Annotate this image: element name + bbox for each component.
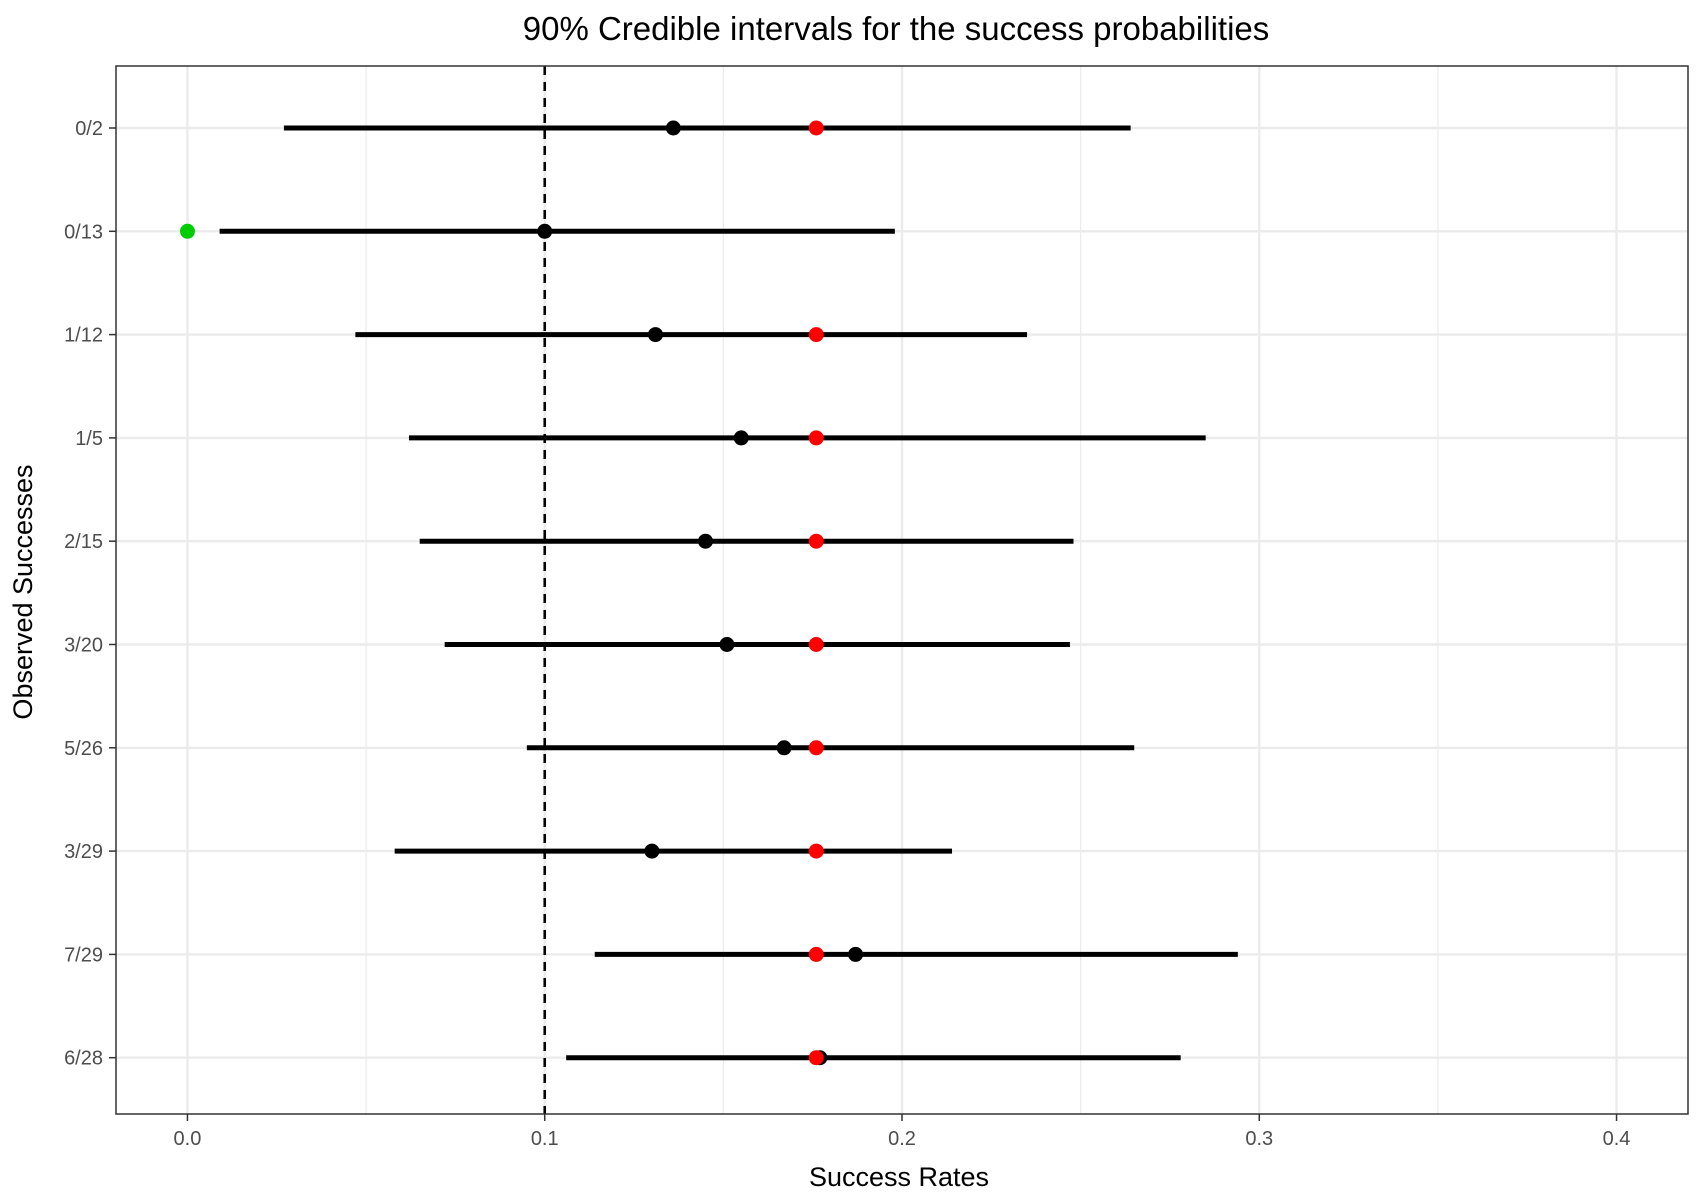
- x-tick-label: 0.3: [1245, 1128, 1273, 1150]
- pooled-estimate-point: [808, 946, 824, 962]
- x-tick-label: 0.1: [531, 1128, 559, 1150]
- posterior-estimate-point: [644, 843, 660, 859]
- y-tick-label: 2/15: [64, 531, 103, 553]
- posterior-estimate-point: [647, 327, 663, 343]
- y-tick-label: 3/20: [64, 635, 103, 657]
- y-tick-label: 0/2: [75, 118, 103, 140]
- pooled-estimate-point: [808, 843, 824, 859]
- point-layer: [179, 120, 864, 1066]
- x-axis-ticks: 0.0 0.1 0.2 0.3 0.4: [174, 1114, 1631, 1150]
- y-tick-label: 0/13: [64, 221, 103, 243]
- pooled-estimate-point: [808, 430, 824, 446]
- pooled-estimate-point: [808, 1050, 824, 1066]
- y-tick-label: 6/28: [64, 1048, 103, 1070]
- posterior-estimate-point: [719, 637, 735, 652]
- posterior-estimate-point: [698, 533, 713, 549]
- pooled-estimate-point: [808, 327, 824, 343]
- posterior-estimate-point: [665, 120, 681, 136]
- posterior-estimate-point: [537, 223, 553, 239]
- posterior-estimate-point: [776, 740, 792, 756]
- pooled-estimate-point: [808, 120, 824, 136]
- y-tick-label: 7/29: [64, 944, 103, 966]
- y-tick-label: 1/12: [64, 325, 103, 347]
- y-tick-label: 5/26: [64, 738, 103, 760]
- posterior-estimate-point: [733, 430, 749, 446]
- pooled-estimate-point: [808, 740, 824, 756]
- x-axis-title: Success Rates: [809, 1162, 989, 1192]
- x-tick-label: 0.4: [1603, 1128, 1631, 1150]
- interval-layer: [219, 125, 1238, 1061]
- y-axis-ticks: 0/2 0/13 1/12 1/5 2/15 3/20 5/26 3/29 7/29 6/28: [64, 118, 116, 1070]
- pooled-estimate-point: [808, 533, 824, 549]
- x-tick-label: 0.2: [888, 1128, 916, 1150]
- observed-rate-point: [179, 223, 195, 239]
- y-tick-label: 3/29: [64, 841, 103, 863]
- y-tick-label: 1/5: [75, 428, 103, 450]
- posterior-estimate-point: [848, 946, 864, 962]
- chart-title: 90% Credible intervals for the success p…: [523, 10, 1270, 47]
- y-axis-title: Observed Successes: [8, 464, 38, 719]
- pooled-estimate-point: [808, 637, 824, 652]
- x-tick-label: 0.0: [174, 1128, 202, 1150]
